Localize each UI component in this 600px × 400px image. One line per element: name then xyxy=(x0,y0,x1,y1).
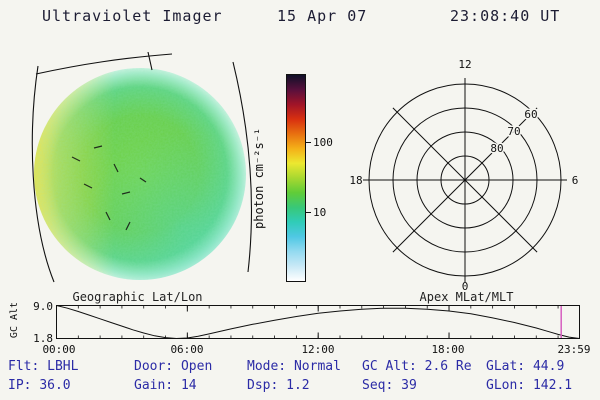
polar-plot: 12 18 6 0 60 70 80 xyxy=(349,58,579,293)
status-gain-label: Gain: xyxy=(134,378,174,393)
status-seq-value: 39 xyxy=(401,378,417,393)
status-door-value: Open xyxy=(180,359,213,374)
status-mode: Mode: Normal xyxy=(247,359,341,374)
polar-spokes xyxy=(363,78,567,282)
status-gcalt: GC Alt: 2.6 Re xyxy=(362,359,472,374)
status-flt: Flt: LBHL xyxy=(8,359,78,374)
polar-clock-label-0: 0 xyxy=(462,280,469,293)
gc-alt-ytick-max: 9.0 xyxy=(33,300,53,313)
status-dsp-label: Dsp: xyxy=(247,378,279,393)
geographic-grid-lines xyxy=(31,52,253,283)
status-mode-value: Normal xyxy=(293,359,341,374)
status-door: Door: Open xyxy=(134,359,212,374)
status-dsp-value: 1.2 xyxy=(286,378,310,393)
polar-clock-label-12: 12 xyxy=(458,58,471,71)
polar-caption: Apex MLat/MLT xyxy=(419,290,514,304)
colorbar-tick-label-1: 10 xyxy=(313,205,327,219)
status-glat-label: GLat: xyxy=(486,359,526,374)
polar-lat-label-70: 70 xyxy=(507,125,520,138)
coastline-marks xyxy=(71,145,147,231)
status-seq-label: Seq: xyxy=(362,378,394,393)
polar-lat-label-80: 80 xyxy=(490,142,503,155)
gc-alt-chart xyxy=(56,305,580,340)
image-caption: Geographic Lat/Lon xyxy=(72,290,203,304)
colorbar-tick-label-0: 100 xyxy=(313,136,333,150)
polar-clock-label-18: 18 xyxy=(349,174,362,187)
polar-clock-label-6: 6 xyxy=(572,174,579,187)
status-glat: GLat: 44.9 xyxy=(486,359,564,374)
colorbar xyxy=(286,74,306,282)
xtick-1800: 18:00 xyxy=(431,343,465,356)
header-time: 23:08:40 UT xyxy=(450,7,561,25)
polar-lat-label-60: 60 xyxy=(524,108,537,121)
status-gain: Gain: 14 xyxy=(134,378,197,393)
status-dsp: Dsp: 1.2 xyxy=(247,378,310,393)
gc-alt-axis-label: GC Alt xyxy=(9,301,20,339)
status-glon-value: 142.1 xyxy=(532,378,573,393)
gc-alt-curve xyxy=(56,305,580,340)
status-glat-value: 44.9 xyxy=(532,359,565,374)
status-seq: Seq: 39 xyxy=(362,378,417,393)
xtick-0000: 00:00 xyxy=(42,343,76,356)
status-glon-label: GLon: xyxy=(486,378,526,393)
colorbar-tick xyxy=(306,142,311,144)
status-ip-value: 36.0 xyxy=(39,378,71,393)
status-glon: GLon: 142.1 xyxy=(486,378,572,393)
status-gcalt-value: 2.6 Re xyxy=(424,359,472,374)
colorbar-tick xyxy=(306,211,311,213)
uv-image-panel xyxy=(31,52,253,283)
header-date: 15 Apr 07 xyxy=(277,7,368,25)
status-gcalt-label: GC Alt: xyxy=(362,359,417,374)
uv-disk xyxy=(34,68,246,280)
status-mode-label: Mode: xyxy=(247,359,287,374)
status-gain-value: 14 xyxy=(180,378,197,393)
status-flt-label: Flt: xyxy=(8,359,40,374)
status-ip: IP: 36.0 xyxy=(8,378,71,393)
colorbar-wrap: 100 10 xyxy=(286,74,346,282)
status-door-label: Door: xyxy=(134,359,174,374)
status-ip-label: IP: xyxy=(8,378,32,393)
page-title: Ultraviolet Imager xyxy=(42,7,223,25)
colorbar-unit-label: photon cm⁻²s⁻¹ xyxy=(252,127,266,229)
xtick-1200: 12:00 xyxy=(301,343,335,356)
xtick-0600: 06:00 xyxy=(170,343,204,356)
gc-alt-ytick-min: 1.8 xyxy=(33,332,53,345)
gc-alt-xticks: 00:00 06:00 12:00 18:00 23:59 xyxy=(42,343,595,357)
status-flt-value: LBHL xyxy=(47,359,79,374)
xtick-2359: 23:59 xyxy=(557,343,591,356)
